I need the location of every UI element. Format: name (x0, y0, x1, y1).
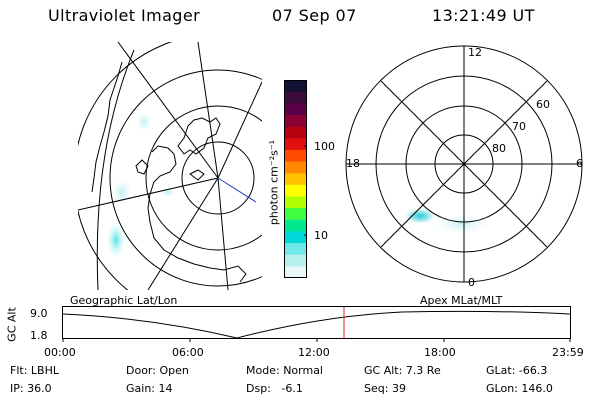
colorbar-segment (284, 91, 307, 104)
door-field: Door: Open (126, 364, 189, 377)
colorbar-segment (284, 231, 307, 244)
time-tick-0600: 06:00 (172, 346, 204, 359)
dsp-field: Dsp: -6.1 (246, 382, 303, 395)
time-tick-2359: 23:59 (552, 346, 584, 359)
gain-value: 14 (158, 382, 173, 395)
glat-value: -66.3 (518, 364, 548, 377)
ip-value: 36.0 (27, 382, 52, 395)
earth-limb (96, 49, 135, 290)
geographic-map (78, 42, 262, 290)
lon-line (217, 177, 229, 290)
colorbar-segment (284, 208, 307, 221)
colorbar-segment (284, 243, 307, 256)
colorbar-segment (284, 173, 307, 186)
ip-field: IP: 36.0 (10, 382, 52, 395)
time-tick-0000: 00:00 (44, 346, 76, 359)
gc-alt-ylabel: GC Alt (5, 307, 19, 342)
coastline (91, 61, 123, 193)
mlt-label-12: 12 (468, 46, 482, 59)
mlat-label-60: 60 (536, 98, 550, 111)
mlt-label-6: 6 (576, 157, 583, 170)
aurora-patch (434, 214, 490, 234)
time-tick-1200: 12:00 (298, 346, 330, 359)
lon-line (78, 177, 219, 211)
lon-line (197, 42, 219, 179)
glat-label: GLat: (486, 364, 516, 377)
colorbar-segment (284, 161, 307, 174)
mode-value: Normal (283, 364, 323, 377)
colorbar-segment (284, 114, 307, 128)
time-tick-1800: 18:00 (424, 346, 456, 359)
seq-value: 39 (391, 382, 406, 395)
mlt-label-18: 18 (346, 157, 360, 170)
seq-field: Seq: 39 (364, 382, 406, 395)
glon-field: GLon: 146.0 (486, 382, 553, 395)
colorbar-segment (284, 149, 307, 163)
gain-label: Gain: (126, 382, 155, 395)
seq-label: Seq: (364, 382, 389, 395)
glon-label: GLon: (486, 382, 518, 395)
mode-field: Mode: Normal (246, 364, 323, 377)
colorbar-segment (284, 196, 307, 209)
lat-circle (109, 69, 262, 287)
terminator-line (217, 177, 257, 203)
lon-line (147, 177, 219, 290)
geographic-label: Geographic Lat/Lon (70, 294, 178, 307)
mlat-label-70: 70 (512, 120, 526, 133)
altitude-plot (62, 306, 571, 342)
door-value: Open (159, 364, 189, 377)
colorbar-segment (284, 80, 307, 93)
colorbar-segment (284, 219, 307, 232)
lon-line (117, 42, 219, 179)
colorbar-frame (284, 80, 307, 278)
colorbar-segment (284, 126, 307, 139)
colorbar-segment (284, 266, 307, 278)
dsp-value: -6.1 (281, 382, 303, 395)
colorbar-tick-10: 10 (314, 229, 328, 242)
colorbar-segment (284, 103, 307, 116)
lat-circle (78, 42, 173, 290)
apex-label: Apex MLat/MLT (420, 294, 503, 307)
flt-field: Flt: LBHL (10, 364, 59, 377)
colorbar-unit-label: photon cm⁻²s⁻¹ (267, 139, 281, 226)
lat-circle (145, 105, 262, 251)
mlt-line-diag (380, 80, 548, 248)
coastline (177, 117, 221, 155)
glat-field: GLat: -66.3 (486, 364, 547, 377)
mode-label: Mode: (246, 364, 280, 377)
alt-ytick-top: 9.0 (30, 307, 48, 320)
flt-value: LBHL (30, 364, 59, 377)
aurora-patch (404, 208, 436, 224)
aurora-patch (136, 112, 152, 132)
lat-circle (181, 141, 255, 215)
dsp-label: Dsp: (246, 382, 271, 395)
coastline (135, 159, 149, 175)
aurora-patch (107, 222, 125, 258)
coastline (147, 145, 247, 283)
lon-line (217, 81, 262, 179)
gcalt-field: GC Alt: 7.3 Re (364, 364, 441, 377)
colorbar (284, 80, 307, 278)
glon-value: 146.0 (521, 382, 553, 395)
gain-field: Gain: 14 (126, 382, 173, 395)
colorbar-segment (284, 138, 307, 151)
gcalt-value: 7.3 Re (405, 364, 441, 377)
polar-plot (345, 45, 583, 283)
time-label: 13:21:49 UT (432, 6, 535, 25)
coastline (189, 169, 205, 181)
colorbar-tick-100: 100 (314, 140, 335, 153)
door-label: Door: (126, 364, 156, 377)
colorbar-segment (284, 184, 307, 197)
altitude-curve (62, 310, 571, 339)
flt-label: Flt: (10, 364, 28, 377)
colorbar-segment (284, 254, 307, 267)
gcalt-label: GC Alt: (364, 364, 403, 377)
mlt-label-0: 0 (468, 276, 475, 289)
instrument-title: Ultraviolet Imager (48, 6, 201, 25)
ip-label: IP: (10, 382, 24, 395)
date-label: 07 Sep 07 (272, 6, 357, 25)
alt-ytick-bottom: 1.8 (30, 329, 48, 342)
mlat-label-80: 80 (492, 142, 506, 155)
